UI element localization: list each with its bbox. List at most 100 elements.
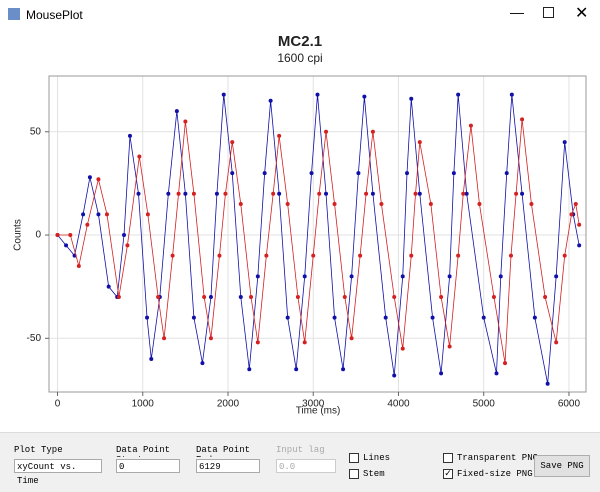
- data-point: [294, 367, 299, 372]
- data-point: [456, 92, 461, 97]
- data-point: [127, 133, 132, 138]
- data-point: [183, 119, 188, 124]
- data-point: [491, 294, 496, 299]
- y-axis-label: Counts: [13, 219, 24, 251]
- x-tick-label: 1000: [132, 399, 155, 410]
- data-point: [68, 233, 73, 238]
- data-point: [271, 191, 276, 196]
- data-point: [145, 315, 150, 320]
- data-point: [447, 274, 452, 279]
- data-point: [285, 202, 290, 207]
- data-point: [430, 315, 435, 320]
- data-point: [191, 315, 196, 320]
- maximize[interactable]: [543, 7, 554, 18]
- data-point: [349, 274, 354, 279]
- data-point: [200, 361, 205, 366]
- data-point: [379, 202, 384, 207]
- data-point: [221, 92, 226, 97]
- data-point: [149, 356, 154, 361]
- data-point: [503, 361, 508, 366]
- data-point: [96, 212, 101, 217]
- input-value: 0: [119, 462, 125, 472]
- data-point: [392, 294, 397, 299]
- data-point: [309, 171, 314, 176]
- data-point: [76, 264, 81, 269]
- data-point: [324, 191, 329, 196]
- label: Plot Type: [14, 445, 63, 455]
- data-point: [405, 171, 409, 176]
- data-point: [230, 171, 235, 176]
- data-point: [295, 294, 300, 299]
- data-point: [208, 294, 213, 299]
- data-point: [464, 191, 469, 196]
- button-label: Save PNG: [540, 461, 584, 471]
- data-point: [417, 140, 422, 145]
- data-point: [85, 222, 90, 227]
- data-point: [400, 346, 405, 351]
- end-input[interactable]: 6129: [196, 459, 260, 473]
- data-point: [481, 315, 486, 320]
- chart-subtitle: 1600 cpi: [277, 51, 322, 65]
- data-point: [577, 222, 582, 227]
- data-point: [451, 171, 456, 176]
- checkbox-label: Stem: [363, 469, 385, 479]
- control-panel: Plot Type xyCount vs. Time Data Point St…: [0, 432, 600, 492]
- data-point: [562, 140, 567, 145]
- data-point: [409, 253, 414, 258]
- stem-checkbox[interactable]: [349, 469, 359, 479]
- data-point: [358, 253, 363, 258]
- data-point: [247, 367, 252, 372]
- data-point: [55, 233, 60, 238]
- data-point: [156, 294, 161, 299]
- x-tick-label: 3000: [302, 399, 325, 410]
- lines-checkbox[interactable]: [349, 453, 359, 463]
- close[interactable]: ✕: [575, 5, 589, 22]
- plot-type-select[interactable]: xyCount vs. Time: [14, 459, 102, 486]
- lag-input: 0.0: [276, 459, 336, 473]
- input-value: 0.0: [279, 462, 296, 472]
- data-point: [238, 294, 243, 299]
- fixed-checkbox[interactable]: ✓: [443, 469, 453, 479]
- data-point: [166, 191, 171, 196]
- x-tick-label: 0: [55, 399, 61, 410]
- data-point: [332, 315, 337, 320]
- data-point: [494, 371, 499, 376]
- data-point: [214, 191, 219, 196]
- y-tick-label: 50: [30, 126, 42, 137]
- data-point: [456, 253, 461, 258]
- data-point: [342, 294, 347, 299]
- data-point: [477, 202, 482, 207]
- data-point: [145, 212, 150, 217]
- minimize[interactable]: —: [510, 4, 524, 20]
- start-input[interactable]: 0: [116, 459, 180, 473]
- data-point: [262, 171, 267, 176]
- data-point: [349, 336, 354, 341]
- data-point: [277, 191, 282, 196]
- data-point: [364, 191, 369, 196]
- data-point: [255, 274, 260, 279]
- data-point: [545, 381, 550, 386]
- data-point: [317, 191, 322, 196]
- data-point: [509, 92, 514, 97]
- data-point: [104, 212, 109, 217]
- data-point: [137, 154, 142, 159]
- data-point: [392, 373, 397, 378]
- data-point: [174, 109, 179, 114]
- transparent-checkbox[interactable]: [443, 453, 453, 463]
- data-point: [268, 98, 273, 103]
- data-point: [208, 336, 213, 341]
- data-point: [264, 253, 269, 258]
- save-button[interactable]: Save PNG: [534, 455, 590, 477]
- plot-frame: [48, 75, 587, 393]
- data-point: [341, 367, 346, 372]
- data-point: [285, 315, 290, 320]
- data-point: [439, 294, 444, 299]
- data-point: [324, 129, 329, 134]
- x-tick-label: 2000: [217, 399, 240, 410]
- data-point: [562, 253, 567, 258]
- x-tick-label: 6000: [558, 399, 581, 410]
- checkbox-label: Fixed-size PNG: [457, 469, 533, 479]
- data-point: [230, 140, 235, 145]
- data-point: [311, 253, 316, 258]
